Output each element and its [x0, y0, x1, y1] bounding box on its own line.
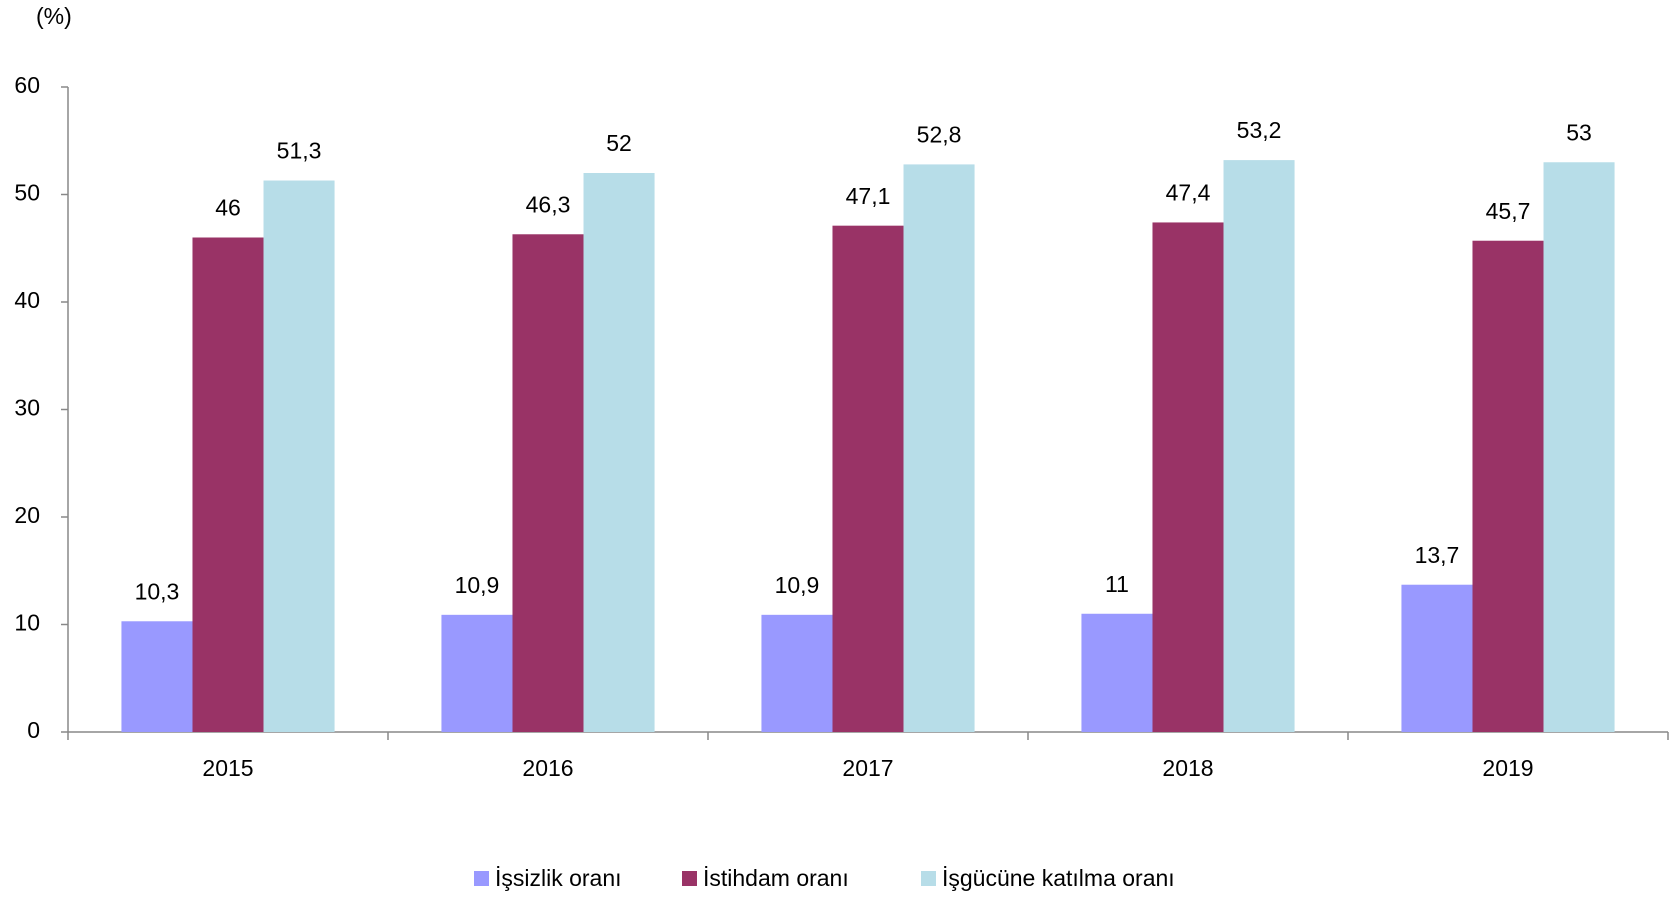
- data-label: 10,9: [455, 572, 500, 598]
- bar: [583, 173, 655, 732]
- y-tick-label: 30: [14, 395, 40, 421]
- x-tick-label: 2017: [842, 755, 893, 781]
- bar: [832, 225, 904, 733]
- data-label: 11: [1105, 571, 1129, 597]
- x-tick-label: 2015: [202, 755, 253, 781]
- data-label: 47,4: [1166, 180, 1211, 206]
- bar: [761, 614, 833, 732]
- data-label: 52,8: [917, 121, 962, 147]
- data-label: 45,7: [1486, 198, 1531, 224]
- y-tick-label: 40: [14, 287, 40, 313]
- bar: [1401, 584, 1473, 732]
- legend-label: İşgücüne katılma oranı: [942, 865, 1175, 891]
- data-label: 53: [1566, 119, 1592, 145]
- legend-label: İşsizlik oranı: [495, 865, 622, 891]
- x-tick-label: 2019: [1482, 755, 1533, 781]
- bar: [121, 621, 193, 732]
- bar: [1081, 613, 1153, 732]
- legend-swatch: [682, 871, 697, 886]
- x-tick-label: 2016: [522, 755, 573, 781]
- data-label: 53,2: [1237, 117, 1282, 143]
- data-label: 51,3: [277, 138, 322, 164]
- data-label: 10,9: [775, 572, 820, 598]
- y-tick-label: 0: [27, 717, 40, 743]
- bar: [1152, 222, 1224, 732]
- unit-label: (%): [36, 3, 72, 29]
- data-label: 46: [215, 195, 241, 221]
- data-label: 10,3: [135, 578, 180, 604]
- y-tick-label: 20: [14, 502, 40, 528]
- data-label: 13,7: [1415, 542, 1460, 568]
- bar: [903, 164, 975, 732]
- legend-swatch: [474, 871, 489, 886]
- y-tick-label: 10: [14, 610, 40, 636]
- data-label: 47,1: [846, 183, 891, 209]
- x-tick-label: 2018: [1162, 755, 1213, 781]
- bar: [263, 180, 335, 732]
- y-tick-label: 50: [14, 180, 40, 206]
- bar: [512, 234, 584, 732]
- legend-label: İstihdam oranı: [703, 865, 849, 891]
- bar: [441, 614, 513, 732]
- bar: [1472, 240, 1544, 732]
- y-tick-label: 60: [14, 72, 40, 98]
- bar: [192, 237, 264, 732]
- bar: [1543, 162, 1615, 732]
- bar: [1223, 160, 1295, 733]
- data-label: 46,3: [526, 191, 571, 217]
- data-label: 52: [606, 130, 632, 156]
- legend-swatch: [921, 871, 936, 886]
